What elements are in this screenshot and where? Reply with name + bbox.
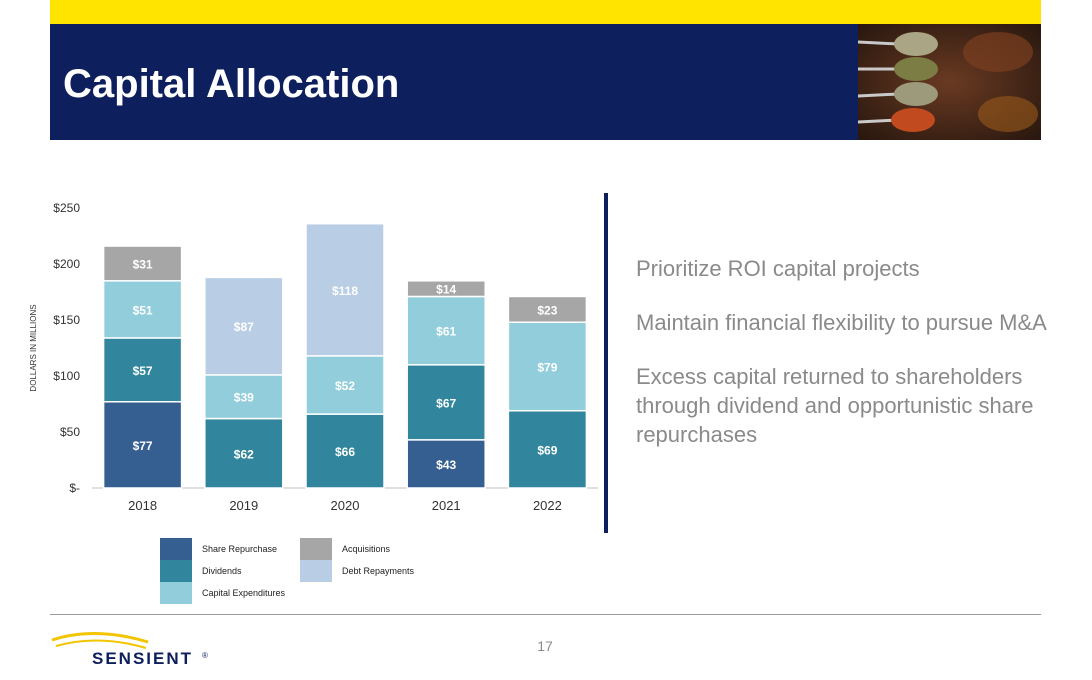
bar-debt-repayments <box>204 276 284 376</box>
legend-item-share-repurchase: Share Repurchase <box>160 538 277 560</box>
bar-capital-expenditures <box>102 280 183 339</box>
key-point: Maintain financial flexibility to pursue… <box>636 310 1047 335</box>
x-tick-label: 2022 <box>533 498 562 513</box>
bar-share-repurchase <box>102 401 183 489</box>
legend-item-debt-repayments: Debt Repayments <box>300 560 414 582</box>
data-label: $87 <box>234 320 254 334</box>
x-tick-label: 2020 <box>331 498 360 513</box>
legend-item-dividends: Dividends <box>160 560 242 582</box>
legend-label-share-repurchase: Share Repurchase <box>202 544 278 554</box>
legend-label-capital-expenditures: Capital Expenditures <box>202 588 286 598</box>
bar-capital-expenditures <box>507 321 588 412</box>
vertical-divider <box>604 193 608 533</box>
x-tick-label: 2018 <box>128 498 157 513</box>
legend-swatch-acquisitions <box>300 538 332 560</box>
bar-capital-expenditures <box>406 295 486 366</box>
data-label: $69 <box>537 443 557 457</box>
key-point: Excess capital returned to shareholders … <box>636 364 1034 447</box>
data-label: $62 <box>234 447 254 461</box>
legend-label-dividends: Dividends <box>202 566 242 576</box>
data-label: $39 <box>234 391 254 405</box>
y-tick-label: $250 <box>53 201 80 215</box>
data-label: $79 <box>537 360 557 374</box>
y-tick-label: $150 <box>53 313 80 327</box>
page-number: 17 <box>537 638 553 654</box>
y-tick-label: $200 <box>53 257 80 271</box>
bar-share-repurchase <box>406 439 486 489</box>
footer-divider <box>50 614 1041 615</box>
key-point: Prioritize ROI capital projects <box>636 256 920 281</box>
logo-registered-mark: ® <box>202 651 208 660</box>
top-accent-bar <box>50 0 1041 24</box>
bar-capital-expenditures <box>204 374 284 420</box>
capital-allocation-chart: DOLLARS IN MILLIONS $- $50 $100 $150 $200 $250… <box>29 201 598 513</box>
bar-dividends <box>204 417 284 489</box>
page-title: Capital Allocation <box>63 62 400 106</box>
y-axis-title: DOLLARS IN MILLIONS <box>29 304 38 391</box>
data-label: $61 <box>436 325 456 339</box>
bar-acquisitions <box>102 245 183 282</box>
data-label: $118 <box>332 284 358 298</box>
data-label: $67 <box>436 396 456 410</box>
header-banner: Capital Allocation <box>50 24 1041 140</box>
data-label: $23 <box>537 303 557 317</box>
data-label: $14 <box>436 283 456 297</box>
legend-item-acquisitions: Acquisitions <box>300 538 390 560</box>
data-label: $66 <box>335 445 355 459</box>
sensient-logo: SENSIENT ® <box>51 632 208 668</box>
spices-photo <box>858 24 1041 140</box>
legend-swatch-share-repurchase <box>160 538 192 560</box>
x-tick-label: 2021 <box>432 498 461 513</box>
legend-item-capital-expenditures: Capital Expenditures <box>160 582 285 604</box>
bar-debt-repayments <box>305 222 385 357</box>
legend-swatch-dividends <box>160 560 192 582</box>
data-label: $51 <box>133 303 153 317</box>
bar-dividends <box>305 413 385 489</box>
logo-text: SENSIENT <box>92 649 193 668</box>
x-tick-label: 2019 <box>229 498 258 513</box>
data-label: $52 <box>335 379 355 393</box>
chart-legend: Share Repurchase Dividends Capital Expen… <box>160 538 460 608</box>
bar-acquisitions <box>406 280 486 298</box>
data-label: $77 <box>133 439 153 453</box>
legend-swatch-debt-repayments <box>300 560 332 582</box>
legend-label-debt-repayments: Debt Repayments <box>342 566 415 576</box>
bar-dividends <box>507 409 588 489</box>
y-tick-label: $100 <box>53 369 80 383</box>
y-tick-label: $50 <box>60 425 80 439</box>
data-label: $57 <box>133 364 153 378</box>
data-label: $43 <box>436 458 456 472</box>
legend-label-acquisitions: Acquisitions <box>342 544 391 554</box>
y-tick-label: $- <box>69 481 80 495</box>
legend-swatch-capital-expenditures <box>160 582 192 604</box>
key-points: Prioritize ROI capital projects Maintain… <box>636 254 1086 474</box>
bar-dividends <box>102 337 183 403</box>
bar-acquisitions <box>507 295 588 323</box>
data-label: $31 <box>133 257 153 271</box>
